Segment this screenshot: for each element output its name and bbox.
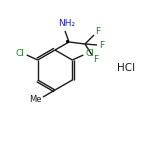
Text: F: F [95,28,101,36]
Text: F: F [99,40,105,50]
Text: F: F [93,55,98,64]
Text: Cl: Cl [15,48,24,57]
Text: NH₂: NH₂ [58,19,76,29]
Text: Cl: Cl [86,48,95,57]
Text: Me: Me [29,95,41,104]
Text: HCl: HCl [117,63,135,73]
